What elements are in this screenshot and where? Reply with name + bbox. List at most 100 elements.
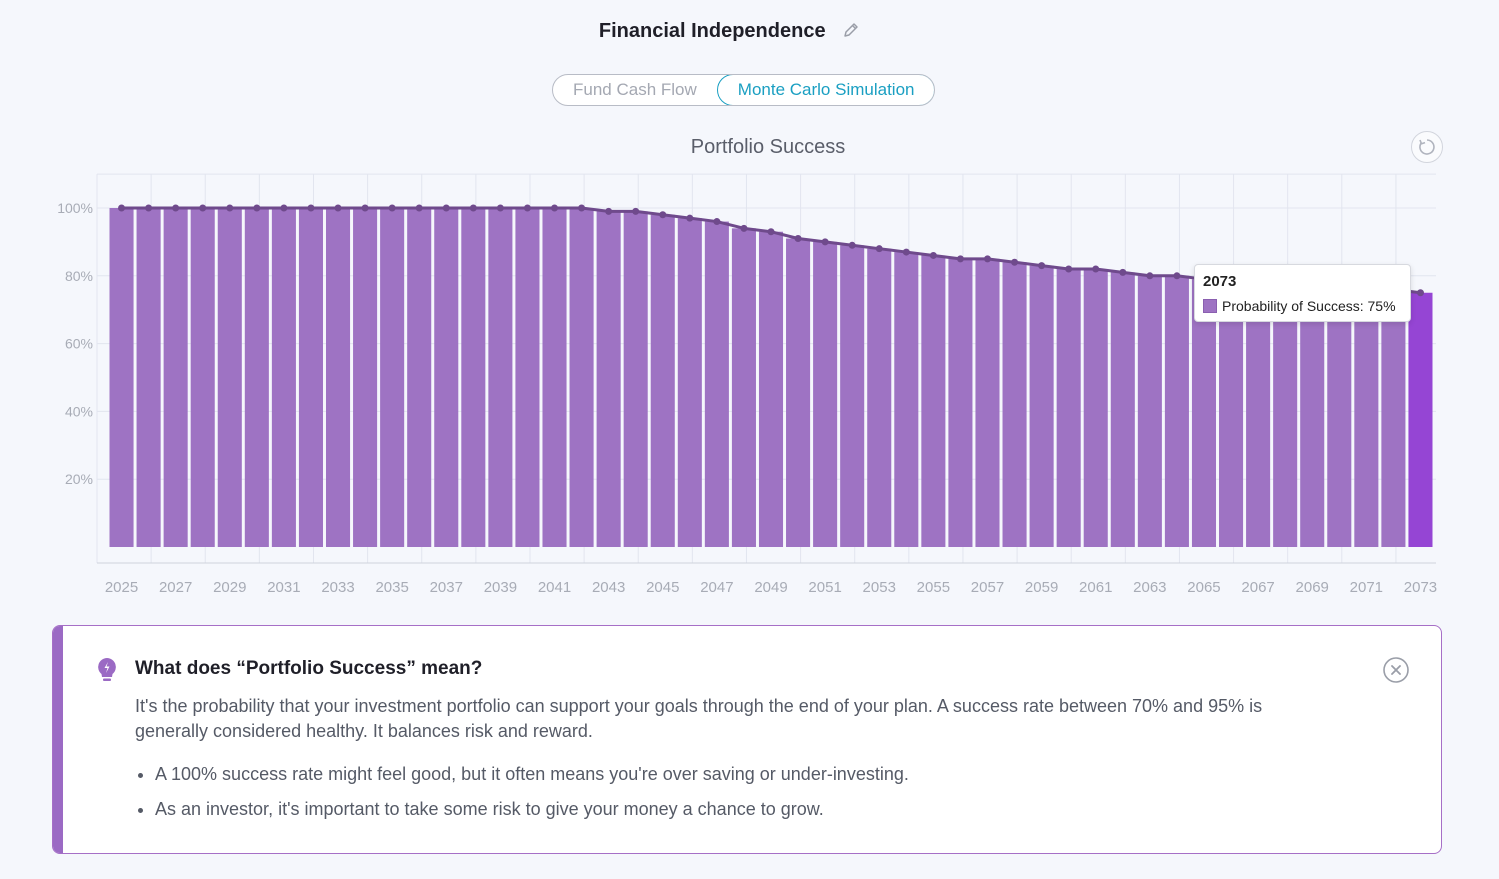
data-point <box>767 228 775 236</box>
x-tick-label: 2031 <box>267 579 300 596</box>
bar <box>1029 265 1054 547</box>
bar <box>1110 272 1135 547</box>
bar <box>704 221 729 547</box>
bar <box>488 208 513 547</box>
portfolio-success-chart: 20% 40% 60% 80% 100% 2025 2027 2029 2031 2033 2035… <box>57 173 1437 596</box>
reset-icon <box>1419 139 1435 155</box>
x-tick-label: 2041 <box>538 579 571 596</box>
bar <box>1408 292 1433 547</box>
bar <box>1002 262 1027 547</box>
data-point <box>415 204 423 212</box>
data-point <box>307 204 315 212</box>
bar <box>1273 285 1298 547</box>
page-title-text: Financial Independence <box>598 20 826 42</box>
tooltip-swatch <box>1203 299 1217 313</box>
data-point <box>821 238 829 246</box>
bar <box>1327 289 1352 547</box>
bar <box>596 211 621 547</box>
data-point <box>578 204 586 212</box>
y-tick-label: 80% <box>65 268 93 284</box>
bar <box>298 208 323 547</box>
x-tick-label: 2029 <box>213 579 246 596</box>
data-point <box>1065 265 1073 273</box>
bar <box>921 255 946 547</box>
bar <box>217 208 242 547</box>
data-point <box>1416 289 1424 297</box>
bar <box>894 252 919 547</box>
tab-fund-cash-flow[interactable]: Fund Cash Flow <box>573 80 697 99</box>
data-point <box>740 224 748 232</box>
x-tick-label: 2055 <box>917 579 950 596</box>
x-tick-label: 2051 <box>808 579 841 596</box>
bar <box>109 208 134 547</box>
x-tick-label: 2065 <box>1187 579 1220 596</box>
y-tick-label: 20% <box>65 471 93 487</box>
bar <box>515 208 540 547</box>
info-card-accent <box>53 626 63 853</box>
tab-monte-carlo-simulation[interactable]: Monte Carlo Simulation <box>716 75 935 105</box>
data-point <box>1173 272 1181 280</box>
pencil-icon[interactable] <box>841 20 861 46</box>
bar <box>758 231 784 547</box>
bar <box>1300 285 1325 547</box>
bar <box>569 208 594 547</box>
x-tick-label: 2027 <box>159 579 192 596</box>
bar <box>1164 275 1189 547</box>
data-point <box>713 218 721 226</box>
bar <box>325 208 351 547</box>
x-tick-label: 2043 <box>592 579 625 596</box>
x-tick-label: 2073 <box>1404 579 1437 596</box>
bar <box>677 218 702 548</box>
info-bullets: A 100% success rate might feel good, but… <box>135 762 909 832</box>
lightbulb-icon <box>98 658 116 681</box>
bar <box>407 208 432 547</box>
data-point <box>199 204 207 212</box>
data-point <box>902 248 910 256</box>
data-point <box>442 204 450 212</box>
chart-tooltip: 2073 Probability of Success: 75% <box>1194 264 1411 322</box>
bar <box>813 241 838 547</box>
data-point <box>929 251 937 259</box>
bar <box>1083 269 1108 547</box>
data-point <box>334 204 342 212</box>
bar <box>1137 275 1162 547</box>
x-tick-label: 2061 <box>1079 579 1112 596</box>
tooltip-label: Probability of Success: 75% <box>1222 298 1396 314</box>
reset-zoom-button[interactable] <box>1411 131 1443 163</box>
close-icon[interactable] <box>1383 657 1409 683</box>
data-point <box>632 207 640 215</box>
data-point <box>1011 258 1019 266</box>
data-point <box>551 204 559 212</box>
x-tick-label: 2039 <box>484 579 517 596</box>
data-point <box>659 211 667 219</box>
data-point <box>956 255 964 263</box>
info-body: It's the probability that your investmen… <box>135 696 1263 741</box>
data-point <box>1119 268 1127 276</box>
data-point <box>875 245 883 253</box>
bar <box>434 208 459 547</box>
data-point <box>172 204 180 212</box>
bar <box>190 208 215 547</box>
data-point <box>496 204 504 212</box>
y-tick-label: 100% <box>57 200 93 216</box>
info-card: What does “Portfolio Success” mean? It's… <box>52 625 1442 854</box>
data-point <box>1092 265 1100 273</box>
x-tick-label: 2063 <box>1133 579 1166 596</box>
bar <box>1191 279 1217 547</box>
x-tick-label: 2035 <box>375 579 408 596</box>
info-bullet: As an investor, it's important to take s… <box>155 797 909 822</box>
bar <box>163 208 188 547</box>
info-title: What does “Portfolio Success” mean? <box>135 658 483 679</box>
x-tick-label: 2025 <box>105 579 138 596</box>
data-point <box>118 204 126 212</box>
bar <box>1056 269 1081 547</box>
y-tick-label: 60% <box>65 336 93 352</box>
bar <box>1219 282 1244 547</box>
bar <box>867 248 892 547</box>
data-point <box>253 204 261 212</box>
bar <box>948 258 973 547</box>
data-point <box>686 214 694 222</box>
page-title: Financial Independence <box>0 20 1460 46</box>
bar <box>136 208 161 547</box>
x-tick-label: 2069 <box>1296 579 1329 596</box>
